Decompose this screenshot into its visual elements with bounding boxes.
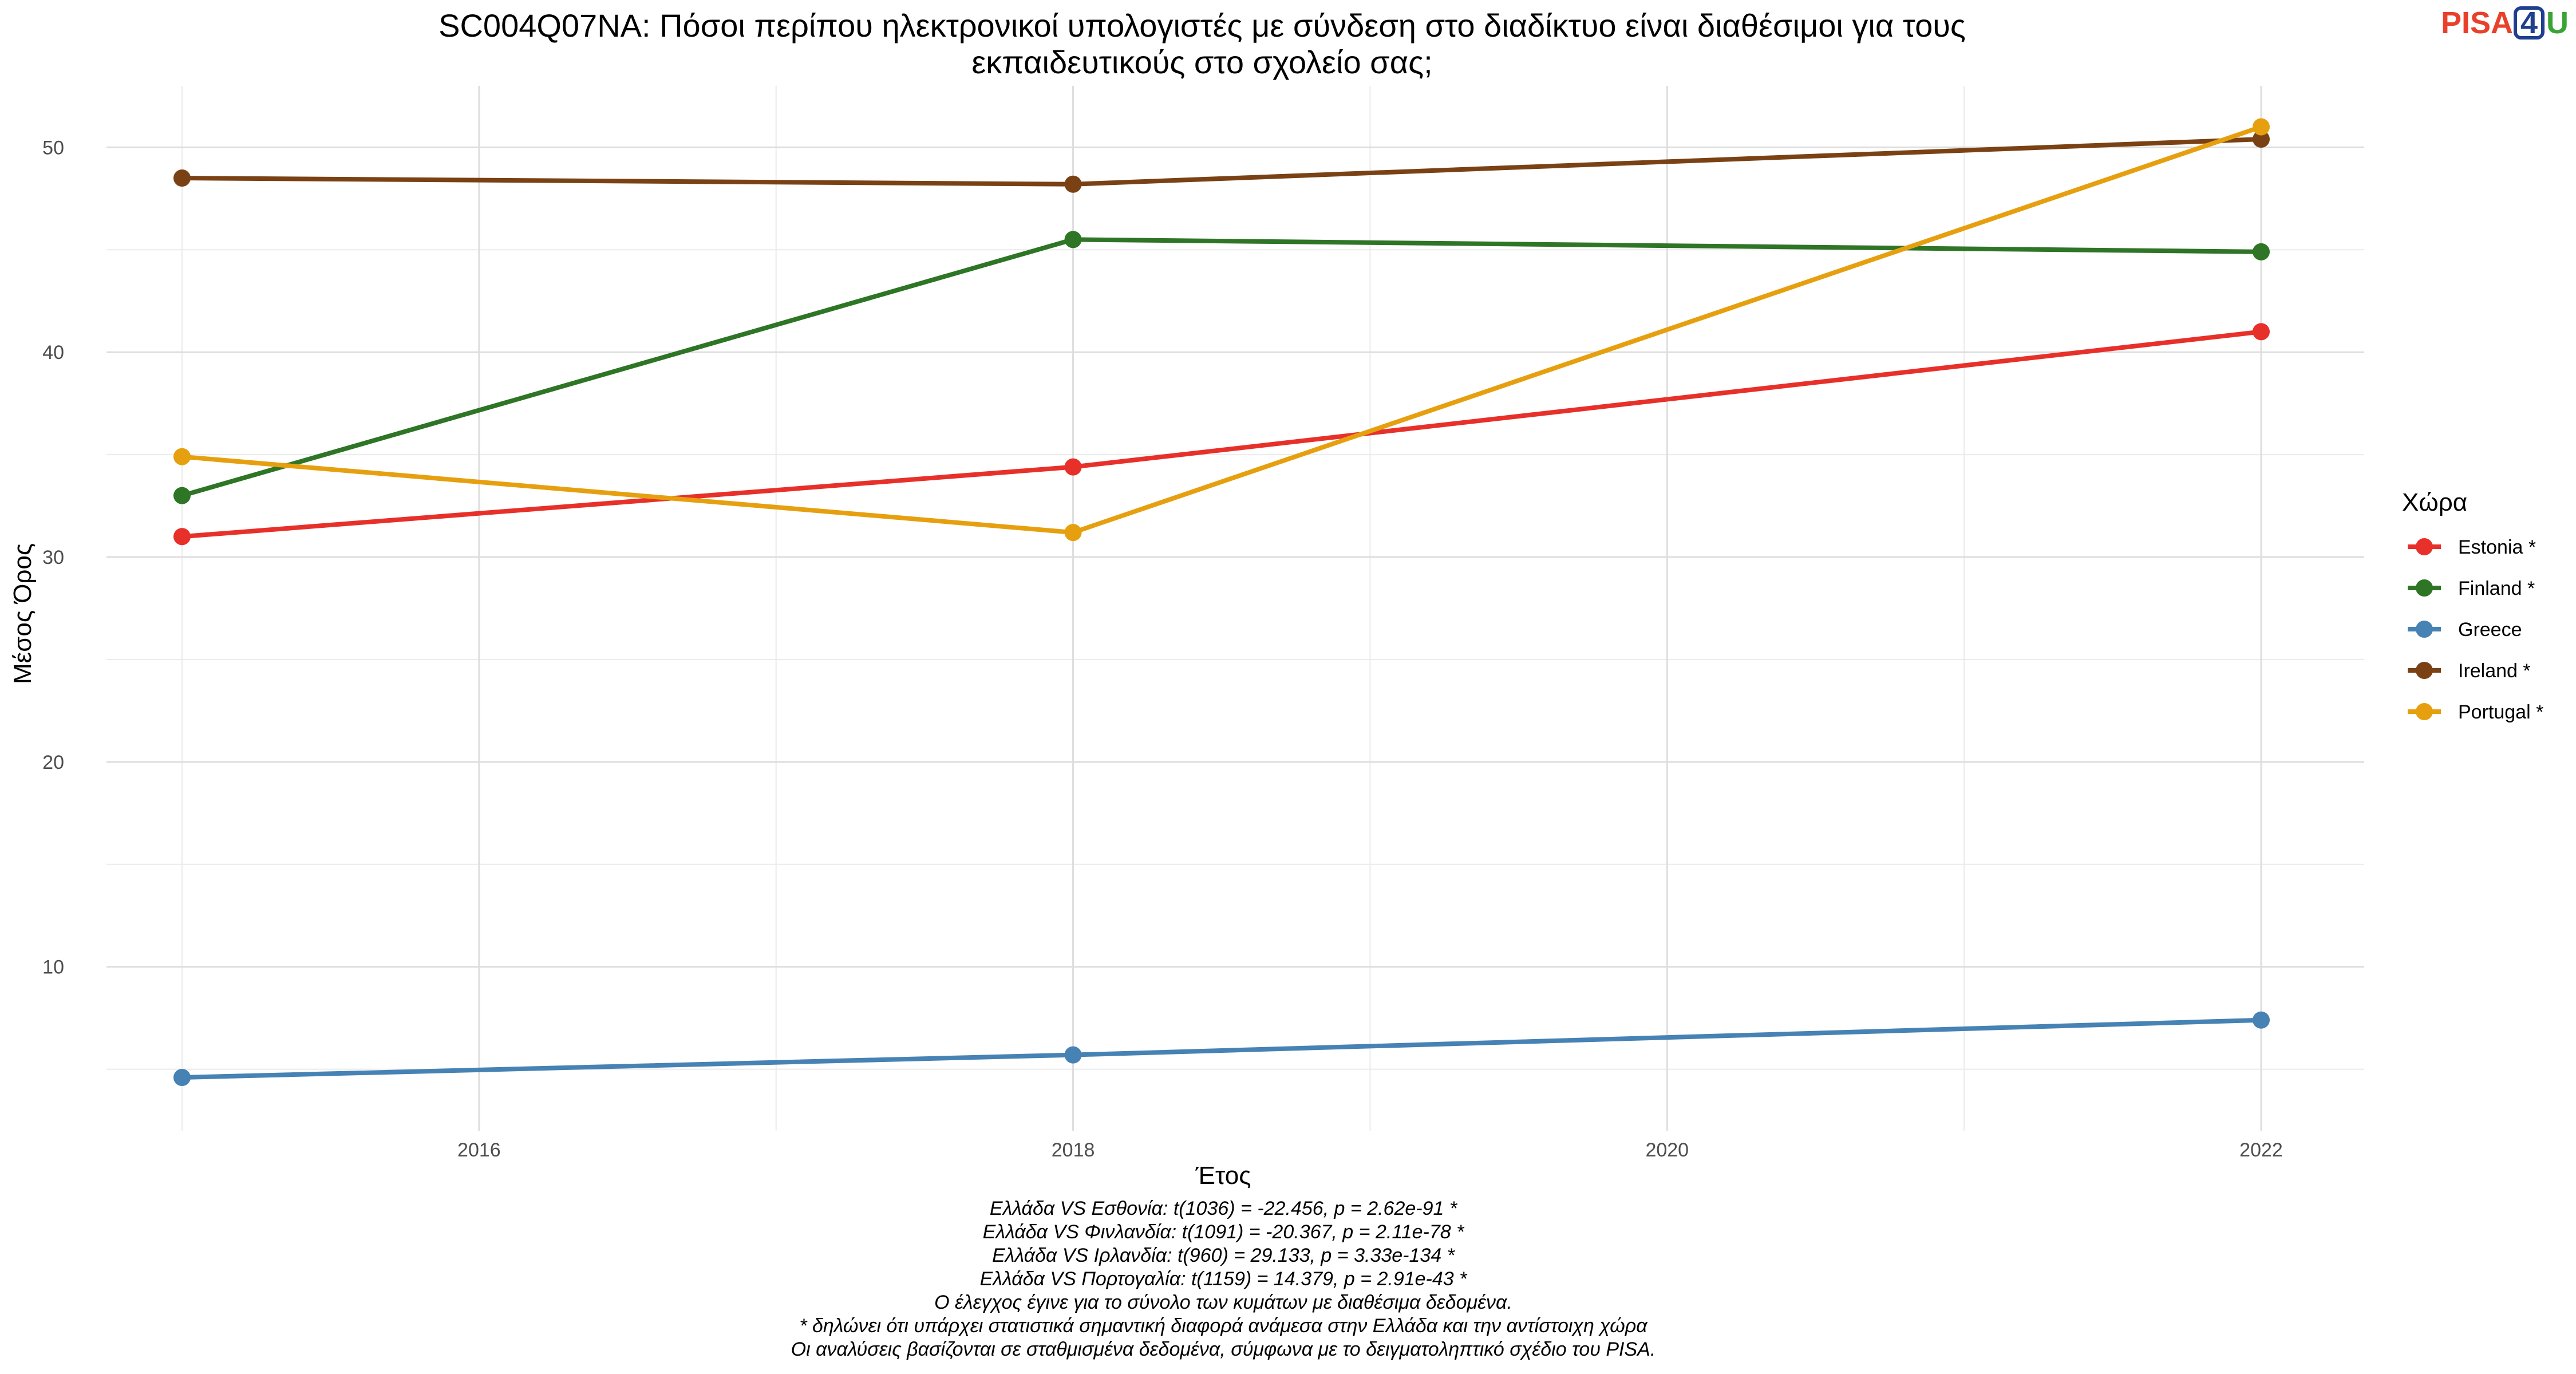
series-ireland — [173, 131, 2270, 193]
legend-label: Portugal * — [2458, 701, 2543, 723]
caption-line: Ελλάδα VS Πορτογαλία: t(1159) = 14.379, … — [980, 1268, 1468, 1290]
series-portugal — [173, 118, 2270, 542]
legend-key-point — [2416, 662, 2433, 679]
data-point-ireland — [1064, 175, 1082, 193]
legend-key-point — [2416, 579, 2433, 597]
legend-key-point — [2416, 621, 2433, 638]
y-axis-title: Μέσος Όρος — [9, 543, 37, 684]
x-tick-label: 2018 — [1052, 1139, 1095, 1161]
caption: Ελλάδα VS Εσθονία: t(1036) = -22.456, p … — [791, 1198, 1656, 1360]
y-tick-label: 10 — [42, 957, 64, 978]
caption-line: Οι αναλύσεις βασίζονται σε σταθμισμένα δ… — [791, 1339, 1656, 1360]
data-point-portugal — [173, 448, 191, 465]
legend-item-estonia: Estonia * — [2408, 536, 2536, 558]
data-point-portugal — [1064, 524, 1082, 542]
y-tick-label: 40 — [42, 342, 64, 364]
data-point-finland — [173, 487, 191, 504]
logo-number: 4 — [2520, 6, 2538, 40]
series-line-ireland — [180, 137, 2263, 187]
chart-title-line-2: εκπαιδευτικούς στο σχολείο σας; — [971, 44, 1432, 80]
data-point-estonia — [1064, 458, 1082, 476]
grid — [106, 86, 2364, 1131]
series-line-portugal — [180, 124, 2263, 535]
series-greece — [173, 1011, 2270, 1086]
data-point-finland — [2253, 243, 2270, 260]
legend-label: Estonia * — [2458, 536, 2536, 558]
legend-item-portugal: Portugal * — [2408, 701, 2543, 723]
chart-title-line-1: SC004Q07NA: Πόσοι περίπου ηλεκτρονικοί υ… — [438, 7, 1966, 44]
legend-key-point — [2416, 538, 2433, 555]
caption-line: Ελλάδα VS Φινλανδία: t(1091) = -20.367, … — [983, 1221, 1465, 1243]
series-finland — [173, 231, 2270, 504]
caption-line: * δηλώνει ότι υπάρχει στατιστικά σημαντι… — [799, 1315, 1648, 1337]
legend-item-finland: Finland * — [2408, 578, 2535, 599]
series-line-estonia — [180, 329, 2263, 539]
data-point-estonia — [173, 528, 191, 546]
y-tick-label: 50 — [42, 137, 64, 159]
legend-label: Greece — [2458, 619, 2522, 641]
data-point-greece — [2253, 1011, 2270, 1029]
data-point-ireland — [2253, 131, 2270, 148]
legend: Χώρα Estonia * Finland * Greece Ireland * Po… — [2402, 488, 2543, 723]
x-tick-label: 2022 — [2239, 1139, 2283, 1161]
legend-item-greece: Greece — [2408, 619, 2522, 641]
caption-line: Ελλάδα VS Ιρλανδία: t(960) = 29.133, p =… — [992, 1245, 1456, 1266]
y-tick-labels: 10 20 30 40 50 — [42, 137, 64, 978]
data-point-greece — [1064, 1046, 1082, 1064]
legend-label: Finland * — [2458, 578, 2535, 599]
logo-suffix: U — [2546, 6, 2569, 40]
legend-item-ireland: Ireland * — [2408, 660, 2531, 682]
pisa4u-logo: PISA 4 U — [2441, 6, 2569, 40]
x-axis-title: Έτος — [1195, 1162, 1251, 1190]
data-point-portugal — [2253, 118, 2270, 136]
caption-line: Ο έλεγχος έγινε για το σύνολο των κυμάτω… — [934, 1292, 1512, 1313]
logo-text: PISA — [2441, 6, 2513, 40]
y-tick-label: 30 — [42, 547, 64, 568]
series-layer — [173, 118, 2270, 1086]
data-point-finland — [1064, 231, 1082, 248]
y-tick-label: 20 — [42, 752, 64, 773]
x-tick-label: 2020 — [1645, 1139, 1689, 1161]
x-tick-label: 2016 — [457, 1139, 501, 1161]
caption-line: Ελλάδα VS Εσθονία: t(1036) = -22.456, p … — [990, 1198, 1458, 1219]
legend-key-point — [2416, 703, 2433, 720]
series-estonia — [173, 323, 2270, 546]
data-point-greece — [173, 1068, 191, 1086]
x-tick-labels: 2016 2018 2020 2022 — [457, 1139, 2283, 1161]
legend-label: Ireland * — [2458, 660, 2531, 682]
legend-title: Χώρα — [2402, 488, 2467, 516]
data-point-ireland — [173, 169, 191, 187]
data-point-estonia — [2253, 323, 2270, 341]
logo-number-box — [2514, 6, 2545, 40]
